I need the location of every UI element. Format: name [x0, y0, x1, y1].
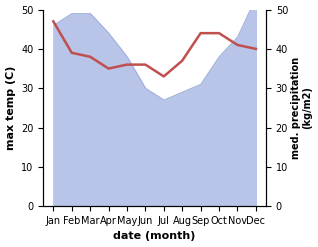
Y-axis label: med. precipitation
(kg/m2): med. precipitation (kg/m2) [291, 57, 313, 159]
Y-axis label: max temp (C): max temp (C) [5, 66, 16, 150]
X-axis label: date (month): date (month) [114, 231, 196, 242]
